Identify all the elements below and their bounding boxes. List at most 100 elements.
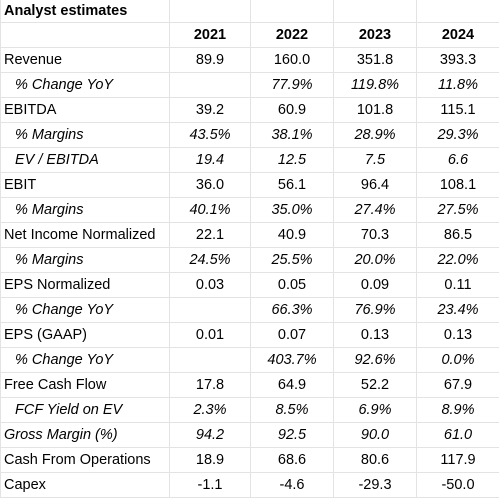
row-label: EPS Normalized xyxy=(1,273,170,298)
row-label: % Margins xyxy=(1,248,170,273)
value-cell: 2.3% xyxy=(170,398,251,423)
header-label-cell xyxy=(1,23,170,48)
value-cell: 36.0 xyxy=(170,173,251,198)
year-header: 2023 xyxy=(334,23,417,48)
value-cell: 28.9% xyxy=(334,123,417,148)
title-spacer xyxy=(417,0,499,23)
header-row: 2021 2022 2023 2024 xyxy=(1,23,499,48)
year-header: 2024 xyxy=(417,23,499,48)
row-label: Cash From Operations xyxy=(1,448,170,473)
value-cell: 0.13 xyxy=(334,323,417,348)
analyst-estimates-panel: Analyst estimates 2021 2022 2023 2024 Re… xyxy=(0,0,499,479)
value-cell: 20.0% xyxy=(334,248,417,273)
table-title: Analyst estimates xyxy=(1,0,170,23)
value-cell: 68.6 xyxy=(251,448,334,473)
value-cell: 19.4 xyxy=(170,148,251,173)
value-cell xyxy=(170,298,251,323)
value-cell: 11.8% xyxy=(417,73,499,98)
row-label: Gross Margin (%) xyxy=(1,423,170,448)
value-cell: 43.5% xyxy=(170,123,251,148)
table-row: Capex-1.1-4.6-29.3-50.0 xyxy=(1,473,499,498)
value-cell: 24.5% xyxy=(170,248,251,273)
value-cell: 0.01 xyxy=(170,323,251,348)
value-cell: -1.1 xyxy=(170,473,251,498)
row-label: Net Income Normalized xyxy=(1,223,170,248)
value-cell: 56.1 xyxy=(251,173,334,198)
value-cell: 27.4% xyxy=(334,198,417,223)
value-cell: 61.0 xyxy=(417,423,499,448)
value-cell: 29.3% xyxy=(417,123,499,148)
value-cell: 35.0% xyxy=(251,198,334,223)
value-cell: 64.9 xyxy=(251,373,334,398)
row-label: Capex xyxy=(1,473,170,498)
value-cell: 76.9% xyxy=(334,298,417,323)
value-cell: 22.0% xyxy=(417,248,499,273)
value-cell: 96.4 xyxy=(334,173,417,198)
value-cell: -29.3 xyxy=(334,473,417,498)
value-cell: 92.5 xyxy=(251,423,334,448)
value-cell: 393.3 xyxy=(417,48,499,73)
value-cell xyxy=(170,348,251,373)
value-cell: 25.5% xyxy=(251,248,334,273)
value-cell: 38.1% xyxy=(251,123,334,148)
value-cell: 60.9 xyxy=(251,98,334,123)
value-cell: 67.9 xyxy=(417,373,499,398)
value-cell: 0.09 xyxy=(334,273,417,298)
value-cell: 119.8% xyxy=(334,73,417,98)
value-cell: 0.07 xyxy=(251,323,334,348)
value-cell: 52.2 xyxy=(334,373,417,398)
row-label: % Change YoY xyxy=(1,298,170,323)
value-cell: 23.4% xyxy=(417,298,499,323)
value-cell: 77.9% xyxy=(251,73,334,98)
value-cell: 0.11 xyxy=(417,273,499,298)
value-cell: 403.7% xyxy=(251,348,334,373)
row-label: Revenue xyxy=(1,48,170,73)
table-row: % Change YoY 66.3%76.9%23.4% xyxy=(1,298,499,323)
value-cell: 8.5% xyxy=(251,398,334,423)
title-spacer xyxy=(334,0,417,23)
row-label: EPS (GAAP) xyxy=(1,323,170,348)
value-cell: -50.0 xyxy=(417,473,499,498)
year-header: 2022 xyxy=(251,23,334,48)
value-cell xyxy=(170,73,251,98)
value-cell: 86.5 xyxy=(417,223,499,248)
year-header: 2021 xyxy=(170,23,251,48)
value-cell: 6.6 xyxy=(417,148,499,173)
value-cell: 0.03 xyxy=(170,273,251,298)
value-cell: 8.9% xyxy=(417,398,499,423)
row-label: % Margins xyxy=(1,198,170,223)
value-cell: -4.6 xyxy=(251,473,334,498)
value-cell: 7.5 xyxy=(334,148,417,173)
row-label: EV / EBITDA xyxy=(1,148,170,173)
value-cell: 0.13 xyxy=(417,323,499,348)
value-cell: 0.05 xyxy=(251,273,334,298)
value-cell: 160.0 xyxy=(251,48,334,73)
value-cell: 108.1 xyxy=(417,173,499,198)
value-cell: 17.8 xyxy=(170,373,251,398)
value-cell: 351.8 xyxy=(334,48,417,73)
title-spacer xyxy=(170,0,251,23)
value-cell: 22.1 xyxy=(170,223,251,248)
value-cell: 12.5 xyxy=(251,148,334,173)
title-spacer xyxy=(251,0,334,23)
value-cell: 6.9% xyxy=(334,398,417,423)
value-cell: 92.6% xyxy=(334,348,417,373)
value-cell: 94.2 xyxy=(170,423,251,448)
value-cell: 66.3% xyxy=(251,298,334,323)
value-cell: 40.9 xyxy=(251,223,334,248)
row-label: EBIT xyxy=(1,173,170,198)
value-cell: 80.6 xyxy=(334,448,417,473)
value-cell: 115.1 xyxy=(417,98,499,123)
row-label: Free Cash Flow xyxy=(1,373,170,398)
value-cell: 27.5% xyxy=(417,198,499,223)
